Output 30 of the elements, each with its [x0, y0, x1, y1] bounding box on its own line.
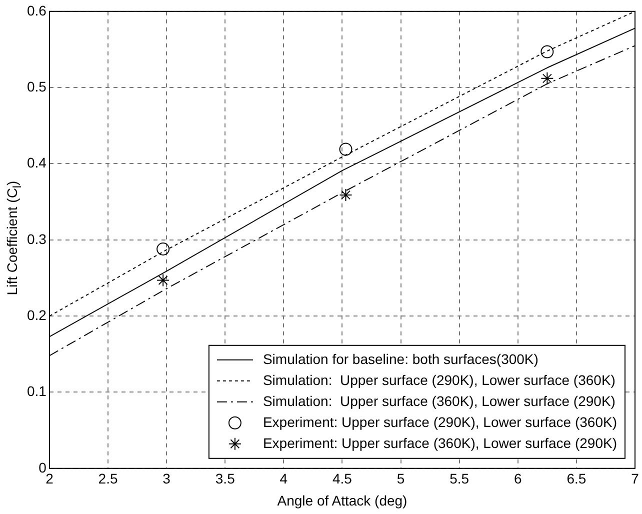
point [339, 142, 352, 156]
x-tick-label: 4.5 [332, 470, 352, 487]
x-tick-label: 5 [396, 470, 405, 487]
y-tick-label: 0.5 [26, 78, 47, 94]
y-tick-label: 0.1 [26, 383, 47, 400]
legend-label: Experiment: Upper surface (290K), Lower surface (360K) [262, 414, 617, 430]
legend-label: Simulation: Upper surface (360K), Lower surface (290K) [262, 392, 616, 409]
point [156, 274, 170, 287]
y-tick-label: 0.3 [26, 230, 47, 247]
y-tick-label: 0.4 [26, 154, 47, 171]
y-tick-label: 0 [38, 459, 47, 476]
legend-label: Experiment: Upper surface (360K), Lower surface (290K) [262, 434, 617, 451]
x-tick-label: 6 [514, 470, 522, 487]
x-tick-label: 3 [162, 470, 171, 487]
x-tick-label: 3.5 [215, 470, 236, 487]
x-tick-label: 4 [280, 470, 288, 487]
x-tick-label: 2.5 [98, 470, 118, 487]
point [156, 242, 170, 256]
y-tick-label: 0.2 [26, 306, 47, 323]
point [540, 45, 554, 58]
legend-label: Simulation: Upper surface (290K), Lower surface (360K) [262, 372, 616, 388]
x-tick-label: 6.5 [566, 470, 586, 487]
y-tick-label: 0.6 [26, 2, 47, 18]
point [540, 72, 554, 85]
x-tick-label: 2 [46, 470, 54, 487]
legend-label: Simulation for baseline: both surfaces(300K) [262, 350, 538, 367]
x-tick-label: 7 [631, 470, 640, 487]
point [339, 188, 352, 202]
x-tick-label: 5.5 [450, 470, 470, 487]
x-axis-title: Angle of Attack (deg) [277, 492, 408, 508]
